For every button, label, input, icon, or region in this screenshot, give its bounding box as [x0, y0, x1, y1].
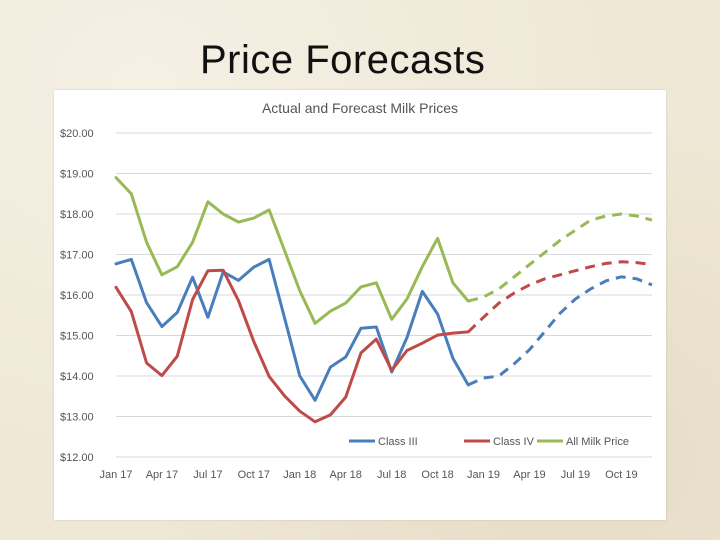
x-tick-label: Jul 19	[561, 469, 590, 481]
page-title: Price Forecasts	[200, 38, 486, 82]
y-tick-label: $14.00	[60, 371, 94, 383]
y-tick-label: $17.00	[60, 250, 94, 262]
legend: Class III Class IV All Milk Price	[349, 436, 629, 448]
series-line-actual-class_iii	[114, 257, 470, 402]
x-tick-label: Jan 18	[283, 469, 316, 481]
legend-label: Class III	[378, 436, 418, 448]
x-tick-label: Jan 17	[99, 469, 132, 481]
x-tick-label: Apr 19	[513, 469, 545, 481]
x-tick-label: Apr 18	[330, 469, 362, 481]
x-axis: Jan 17 Apr 17 Jul 17 Oct 17 Jan 18 Apr 18 Jul …	[99, 469, 637, 481]
line-chart: Actual and Forecast Milk Prices $12.00$1…	[60, 100, 653, 481]
y-tick-label: $15.00	[60, 331, 94, 343]
y-tick-label: $13.00	[60, 412, 94, 424]
y-tick-label: $18.00	[60, 209, 94, 221]
x-tick-label: Jul 18	[377, 469, 406, 481]
x-tick-label: Jul 17	[193, 469, 222, 481]
x-tick-label: Oct 18	[421, 469, 453, 481]
x-tick-label: Apr 17	[146, 469, 178, 481]
legend-label: Class IV	[493, 436, 535, 448]
y-tick-label: $19.00	[60, 169, 94, 181]
chart-panel: Actual and Forecast Milk Prices $12.00 $1…	[54, 90, 666, 520]
x-tick-label: Jan 19	[467, 469, 500, 481]
series-line-actual-class_iv	[114, 268, 470, 424]
series-line-forecast-class_iii	[467, 275, 653, 387]
series-layer	[114, 176, 653, 424]
y-axis: $12.00 $13.00 $14.00 $15.00 $16.00 $17.00 $18.…	[60, 128, 94, 464]
legend-label: All Milk Price	[566, 436, 629, 448]
series-line-forecast-all_milk	[467, 212, 653, 303]
x-tick-label: Oct 17	[238, 469, 270, 481]
grid-layer	[116, 132, 652, 458]
chart-title: Actual and Forecast Milk Prices	[262, 100, 458, 116]
series-line-actual-all_milk	[114, 176, 470, 325]
y-tick-label: $20.00	[60, 128, 94, 140]
series-line-forecast-class_iv	[467, 260, 653, 333]
x-tick-label: Oct 19	[605, 469, 637, 481]
y-tick-label: $16.00	[60, 290, 94, 302]
y-tick-label: $12.00	[60, 452, 94, 464]
